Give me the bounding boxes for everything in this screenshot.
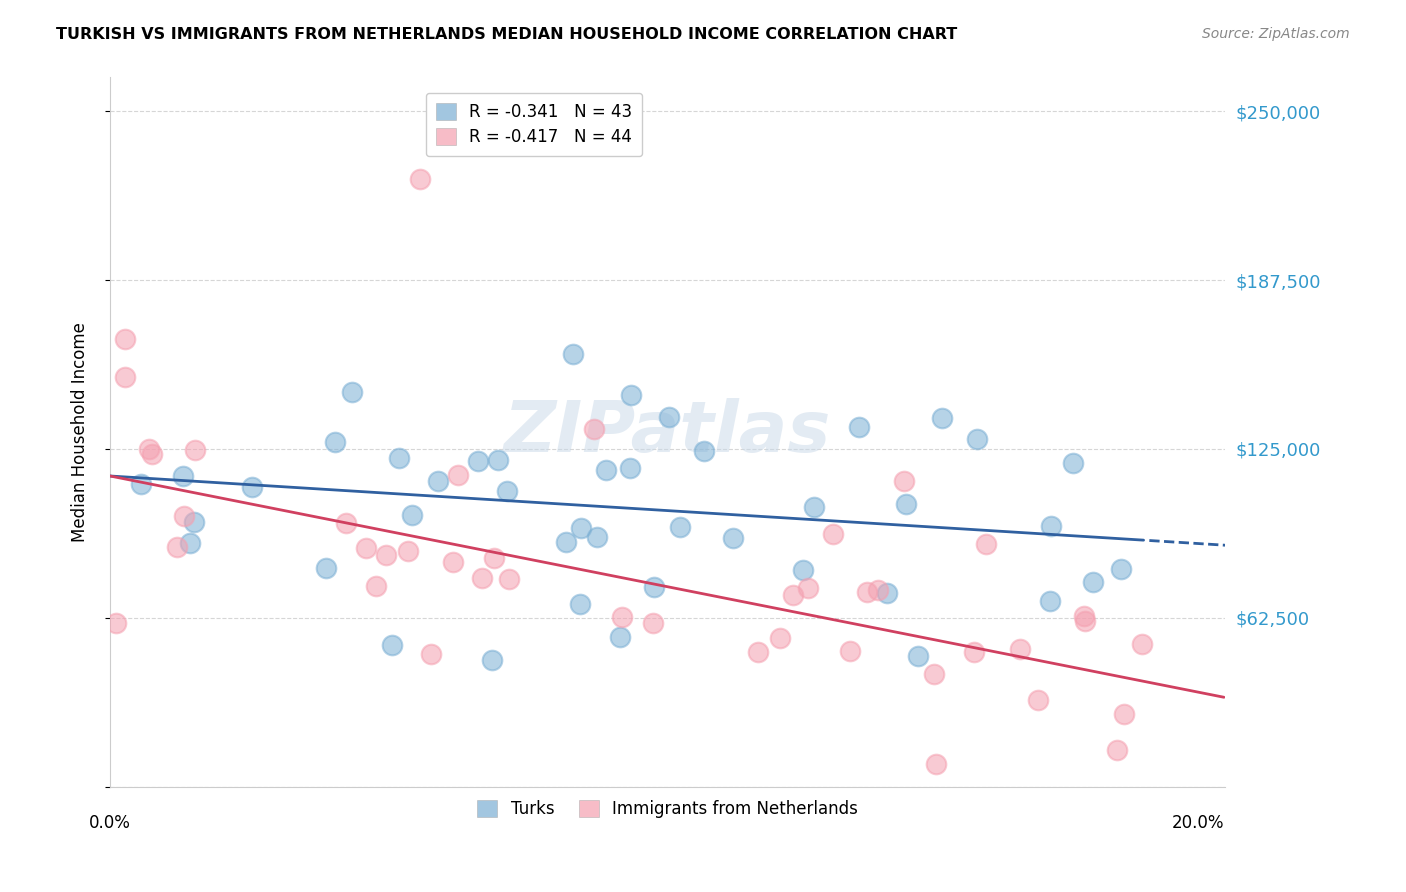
Y-axis label: Median Household Income: Median Household Income — [72, 322, 89, 542]
Point — [962, 645, 984, 659]
Point — [1107, 743, 1129, 757]
Text: 0.0%: 0.0% — [89, 814, 131, 832]
Point — [838, 644, 860, 658]
Text: TURKISH VS IMMIGRANTS FROM NETHERLANDS MEDIAN HOUSEHOLD INCOME CORRELATION CHART: TURKISH VS IMMIGRANTS FROM NETHERLANDS M… — [56, 27, 957, 42]
Point — [1073, 608, 1095, 623]
Point — [104, 615, 127, 630]
Point — [583, 422, 606, 436]
Point — [488, 453, 510, 467]
Point — [335, 516, 357, 530]
Point — [555, 535, 578, 549]
Point — [375, 548, 398, 562]
Point — [907, 648, 929, 663]
Point — [931, 410, 953, 425]
Point — [643, 580, 665, 594]
Point — [173, 508, 195, 523]
Point — [366, 579, 388, 593]
Point — [619, 460, 641, 475]
Point — [792, 563, 814, 577]
Point — [668, 519, 690, 533]
Point — [496, 483, 519, 498]
Point — [693, 444, 716, 458]
Point — [471, 571, 494, 585]
Point — [966, 432, 988, 446]
Text: 20.0%: 20.0% — [1173, 814, 1225, 832]
Point — [569, 520, 592, 534]
Point — [388, 450, 411, 465]
Point — [467, 454, 489, 468]
Point — [129, 476, 152, 491]
Point — [641, 615, 664, 630]
Point — [894, 497, 917, 511]
Point — [609, 630, 631, 644]
Point — [401, 508, 423, 523]
Point — [315, 561, 337, 575]
Point — [595, 462, 617, 476]
Point — [1026, 693, 1049, 707]
Point — [179, 536, 201, 550]
Point — [782, 588, 804, 602]
Point — [1039, 519, 1062, 533]
Point — [1074, 614, 1097, 628]
Point — [925, 757, 948, 772]
Point — [441, 555, 464, 569]
Point — [1010, 642, 1032, 657]
Point — [620, 388, 643, 402]
Text: Source: ZipAtlas.com: Source: ZipAtlas.com — [1202, 27, 1350, 41]
Point — [866, 582, 889, 597]
Point — [342, 384, 364, 399]
Point — [114, 332, 136, 346]
Point — [481, 653, 503, 667]
Point — [1114, 706, 1136, 721]
Point — [797, 581, 820, 595]
Point — [323, 435, 346, 450]
Point — [893, 474, 915, 488]
Point — [184, 443, 207, 458]
Point — [419, 647, 441, 661]
Point — [658, 410, 681, 425]
Point — [380, 638, 402, 652]
Point — [974, 537, 997, 551]
Point — [141, 447, 163, 461]
Point — [409, 171, 432, 186]
Point — [876, 586, 898, 600]
Point — [561, 347, 583, 361]
Point — [569, 597, 592, 611]
Point — [1062, 456, 1084, 470]
Text: ZIPatlas: ZIPatlas — [505, 398, 831, 467]
Point — [482, 551, 505, 566]
Point — [114, 369, 136, 384]
Point — [721, 531, 744, 545]
Legend: Turks, Immigrants from Netherlands: Turks, Immigrants from Netherlands — [467, 790, 869, 828]
Point — [803, 500, 825, 514]
Point — [585, 530, 607, 544]
Point — [747, 645, 769, 659]
Point — [183, 515, 205, 529]
Point — [1081, 575, 1104, 590]
Point — [823, 526, 845, 541]
Point — [498, 572, 520, 586]
Point — [610, 610, 633, 624]
Point — [396, 544, 419, 558]
Point — [1109, 562, 1132, 576]
Point — [922, 667, 945, 681]
Point — [172, 469, 194, 483]
Point — [447, 468, 470, 483]
Point — [166, 540, 188, 554]
Point — [769, 632, 792, 646]
Point — [1123, 795, 1146, 809]
Point — [242, 480, 264, 494]
Point — [1130, 637, 1153, 651]
Point — [427, 475, 450, 489]
Point — [848, 419, 870, 434]
Point — [856, 585, 879, 599]
Point — [1039, 594, 1062, 608]
Point — [138, 442, 160, 457]
Point — [354, 541, 377, 555]
